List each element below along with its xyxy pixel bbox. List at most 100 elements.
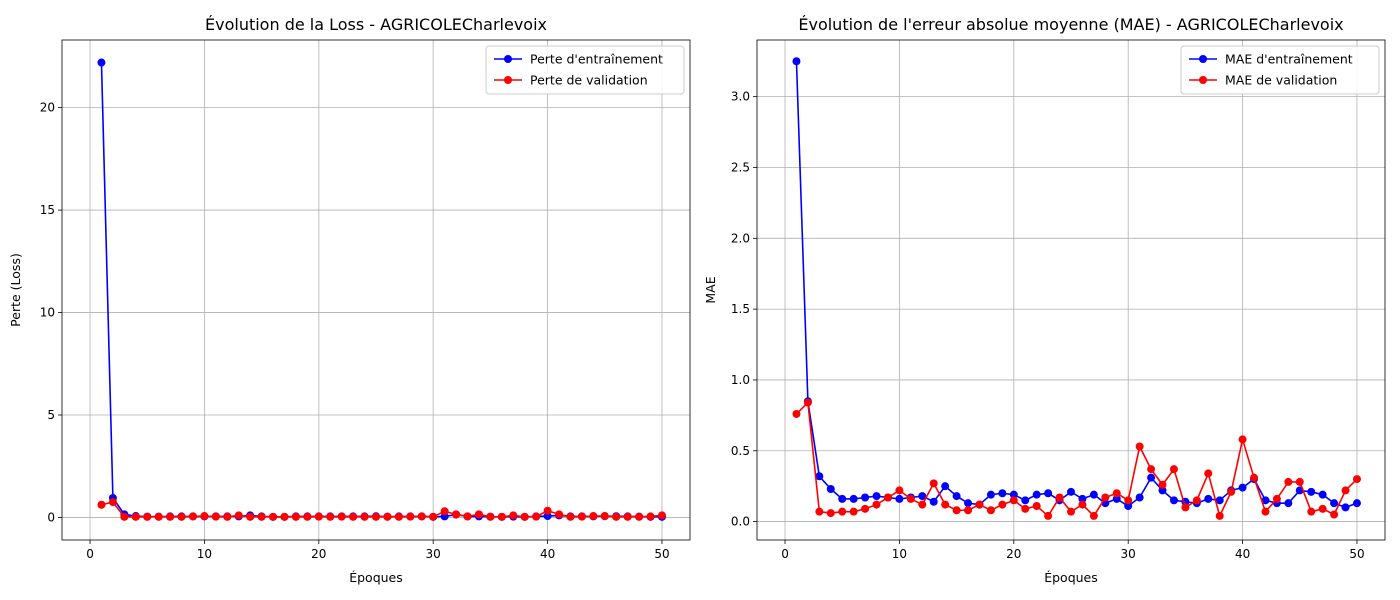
loss-series-1-point [577,512,586,521]
mae-series [792,57,1361,520]
mae-series-1-point [1089,511,1098,520]
mae-series-1-point [826,509,835,518]
loss-series-1-point [589,512,598,521]
mae-ytick-label: 3.0 [731,90,750,104]
loss-chart-legend: Perte d'entraînement Perte de validation [485,45,685,95]
mae-series-1-point [1330,510,1339,519]
mae-series-0-point [1135,493,1144,502]
mae-series-1-point [1238,435,1247,444]
mae-xtick-label: 0 [781,547,789,561]
mae-xtick-label: 40 [1235,547,1250,561]
mae-series-1-point [815,507,824,516]
loss-series-1-point [394,512,403,521]
mae-series-1-point [1147,465,1156,474]
loss-series-1-point [257,512,266,521]
mae-series-1-point [952,506,961,515]
loss-series-1-point [360,512,369,521]
mae-series-0-point [838,494,847,503]
mae-series-0-point [815,472,824,481]
mae-series-1-point [1055,493,1064,502]
mae-chart-legend: MAE d'entraînement MAE de validation [1180,45,1380,95]
loss-xtick-label: 20 [311,547,326,561]
loss-series-1-point [372,512,380,521]
mae-series-0-point [1352,499,1361,508]
mae-series-0-point [1147,473,1156,482]
loss-series-1-point [120,512,129,521]
loss-xtick-label: 50 [654,547,669,561]
mae-chart-ylabel: MAE [703,276,718,303]
mae-series-0-point [952,492,961,501]
loss-xtick-label: 40 [540,547,555,561]
mae-series-0-point [1330,499,1339,508]
mae-series-1-point [883,493,892,502]
loss-series-1-point [166,512,175,521]
mae-ytick-label: 1.5 [731,302,750,316]
loss-legend-marker-val [504,76,512,84]
mae-series-0-point [998,489,1007,498]
mae-series-0-point [1067,487,1075,496]
loss-ytick-label: 15 [40,203,55,217]
mae-xtick-label: 20 [1006,547,1021,561]
mae-series-0-point [861,493,870,502]
mae-xtick-label: 30 [1121,547,1136,561]
mae-series-1-point [1215,511,1224,520]
loss-series-1-point [223,512,232,521]
mae-series-1-point [975,500,984,509]
mae-series-0-point [1238,483,1247,492]
mae-series-0-point [918,492,927,501]
mae-series-1-point [1295,477,1304,486]
mae-series-0-point [964,499,973,508]
loss-chart: 0 10 20 30 40 50 0 5 10 15 20 Évolution de la Loss… [8,15,691,585]
mae-series-1-point [1009,496,1018,505]
loss-series-1-point [200,512,209,521]
loss-legend-label-train: Perte d'entraînement [530,52,663,67]
loss-series-1-point [314,512,323,521]
mae-series-1-point [1158,480,1167,489]
mae-series-1-point [1284,477,1293,486]
mae-series-1-point [929,479,938,488]
mae-series-1-point [1021,504,1030,513]
mae-series-1-point [1067,507,1075,516]
loss-legend-marker-train [504,55,512,63]
mae-series-0-point [1089,490,1098,499]
mae-series-1-point [1318,504,1327,513]
loss-ytick-label: 0 [47,510,55,524]
loss-series-1-point [143,512,152,521]
mae-chart-xlabel: Époques [1044,570,1098,585]
loss-series-1-point [269,512,278,521]
mae-legend-label-train: MAE d'entraînement [1225,52,1353,67]
mae-series-1-point [1307,507,1316,516]
mae-grid: 0 10 20 30 40 50 0.0 0.5 1.0 1.5 2.0 2.5 3.0 [731,40,1385,561]
mae-series-1-point [872,500,881,509]
loss-series-1-point [303,512,312,521]
mae-series-1-point [986,506,995,515]
loss-series-1-point [520,512,529,521]
mae-series-1-point [1250,473,1259,482]
loss-series-1-point [566,512,575,521]
mae-ytick-label: 0.5 [731,444,750,458]
mae-series-1-point [849,507,858,516]
loss-series-1-point [337,512,346,521]
loss-series-1-point [463,512,472,521]
loss-series-1-point [532,512,541,521]
mae-series-0-point [1261,496,1270,505]
mae-chart: 0 10 20 30 40 50 0.0 0.5 1.0 1.5 2.0 2.5 3.0 Évoluti… [703,15,1386,585]
loss-series-1-point [349,512,358,521]
mae-series-0-point [1318,490,1327,499]
loss-series-1-point [486,512,495,521]
loss-series-1-point [246,512,255,521]
loss-xtick-label: 10 [197,547,212,561]
loss-series-1-point [474,510,483,519]
mae-series-1-point [1169,465,1178,474]
mae-series-0-point [1307,487,1316,496]
mae-series-0-point [1204,494,1213,503]
loss-chart-legend-box [485,45,685,95]
loss-series-1-point [497,512,506,521]
loss-series-1-point [280,512,289,521]
mae-series-1-point [895,486,904,495]
mae-series-0-point [1032,490,1041,499]
mae-series-1-point [1135,442,1144,451]
loss-series-1-point [612,512,621,521]
mae-xtick-label: 50 [1349,547,1364,561]
